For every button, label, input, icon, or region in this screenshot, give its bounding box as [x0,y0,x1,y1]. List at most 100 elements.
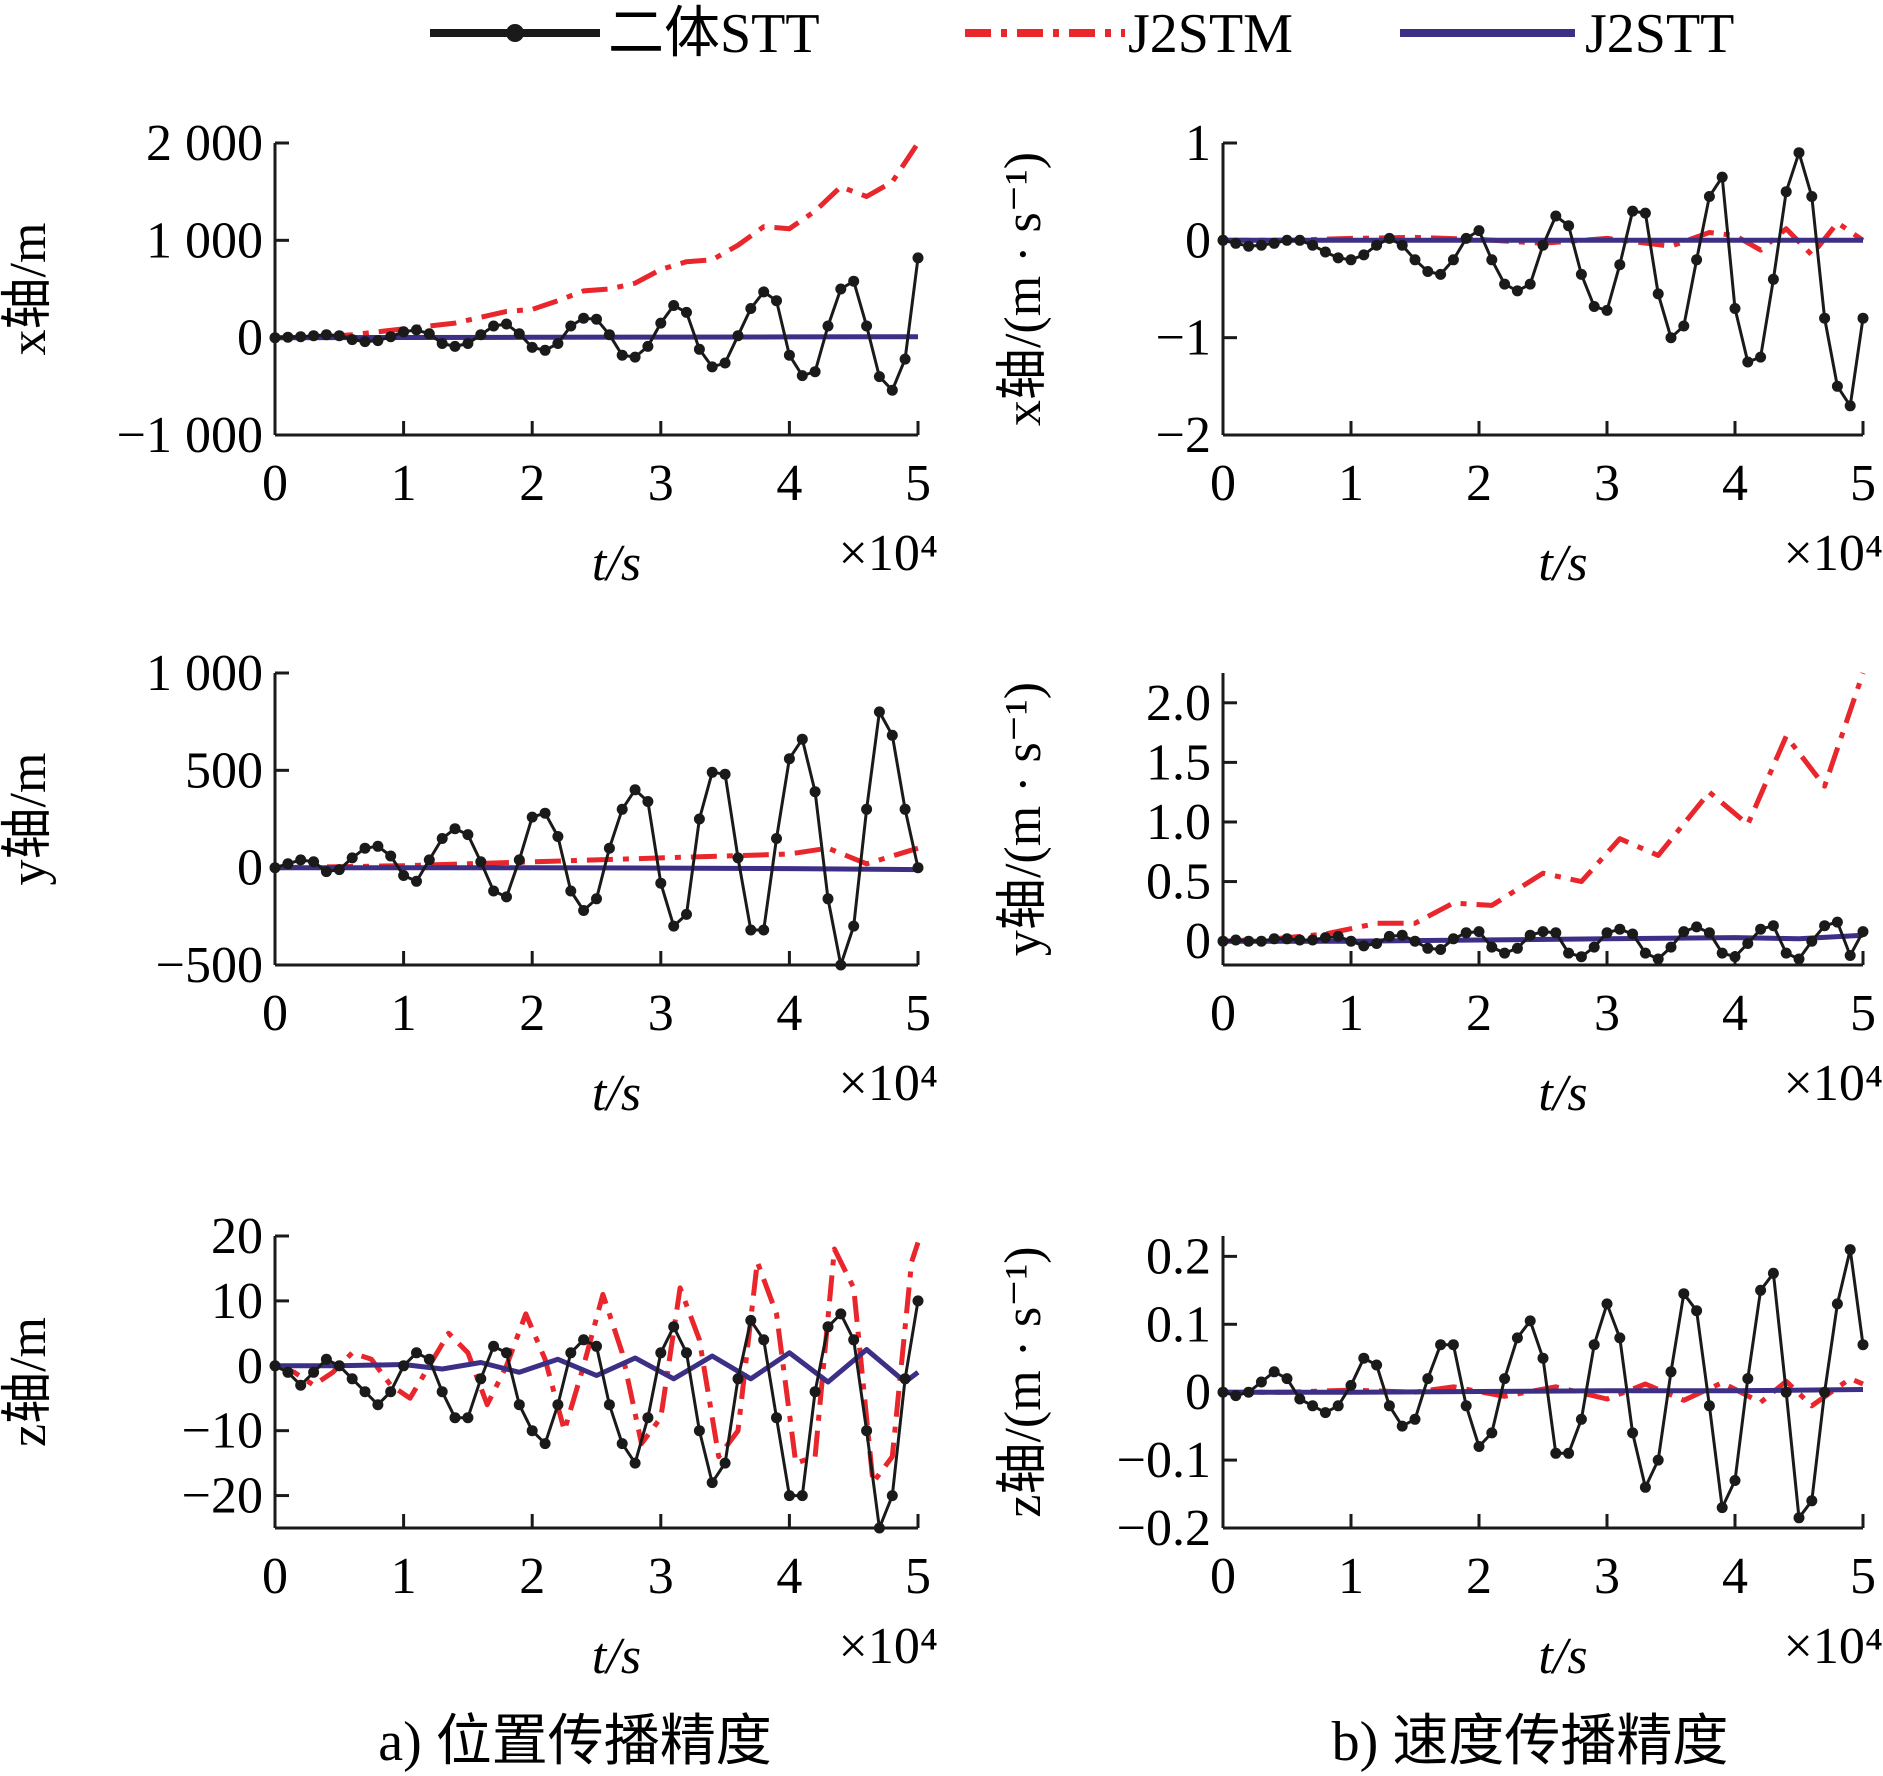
data-point [1780,947,1792,959]
data-point [1217,1386,1229,1398]
data-point [1447,254,1459,266]
data-point [822,1321,834,1333]
x-tick-label: 5 [905,1548,931,1605]
data-point [1691,1305,1703,1317]
data-point [513,328,525,340]
data-point [1806,1495,1818,1507]
series-0 [1217,1244,1869,1524]
data-point [1831,1298,1843,1310]
data-point [539,344,551,356]
chart-panel: 0 1 2 3 4 5 −2 −1 0 1 t/s ×10⁴ x轴/(m · s⁻¹) [995,115,1883,592]
data-point [899,353,911,365]
x-tick-label: 3 [648,985,674,1042]
data-point [1294,234,1306,246]
x-axis-label: t/s [592,1065,641,1122]
data-point [1819,1386,1831,1398]
data-point [1537,926,1549,938]
x-tick-label: 0 [1210,1548,1236,1605]
data-point [269,332,281,344]
data-point [1345,935,1357,947]
x-axis-label: t/s [1538,1065,1587,1122]
data-point [783,349,795,361]
data-point [1780,186,1792,198]
data-point [1499,1373,1511,1385]
x-tick-label: 1 [391,1548,417,1605]
data-point [359,1386,371,1398]
data-point [603,329,615,341]
data-point [398,1360,410,1372]
data-point [1511,1332,1523,1344]
data-point [861,1425,873,1437]
data-point [1806,935,1818,947]
series-line [1222,151,1865,408]
data-point [1358,249,1370,261]
data-point [501,1347,512,1359]
x-axis-label: t/s [1538,1628,1587,1685]
data-point [488,320,500,332]
data-point [1319,246,1331,258]
data-point [488,1340,500,1352]
data-point [822,320,834,332]
data-point [282,331,294,343]
data-point [385,850,397,862]
data-point [333,1360,345,1372]
data-point [848,920,860,932]
data-point [1627,205,1639,217]
data-point [1844,950,1856,961]
data-point [1281,1373,1293,1385]
series-2 [274,334,919,341]
data-point [1742,356,1754,368]
data-point [603,1399,615,1411]
x-tick-label: 3 [1594,985,1620,1042]
data-point [282,858,294,870]
data-point [848,275,860,287]
y-tick-label: −0.2 [1117,1500,1211,1557]
data-point [642,1412,654,1424]
x-tick-label: 2 [519,455,545,512]
data-point [359,842,371,854]
data-point [1767,1267,1779,1279]
data-point [1678,320,1690,332]
data-point [1703,191,1715,202]
x-tick-label: 2 [1466,1548,1492,1605]
data-point [308,330,320,342]
data-point [848,1334,860,1346]
data-point [346,334,358,346]
data-point [616,349,628,361]
data-point [462,829,474,841]
chart-panel: 0 1 2 3 4 5 −20 −10 0 10 20 t/s ×10⁴ z轴/m [0,1208,938,1685]
x-tick-label: 5 [1850,1548,1876,1605]
data-point [899,803,911,815]
x-multiplier: ×10⁴ [1784,1618,1883,1675]
data-point [1396,1420,1408,1432]
data-point [320,866,332,878]
data-point [1294,934,1306,946]
x-tick-label: 2 [519,985,545,1042]
data-point [796,733,808,745]
legend-label: J2STT [1585,3,1734,65]
data-point [578,1334,590,1346]
data-point [411,324,422,336]
series-0 [1217,916,1869,965]
y-axis-label: z轴/m [0,1317,57,1447]
series-line [274,1241,921,1486]
y-axis-label: z轴/(m · s⁻¹) [995,1246,1052,1517]
series-2 [275,865,919,873]
data-point [423,1353,435,1365]
data-point [1460,232,1472,244]
data-point [886,1490,898,1502]
data-point [706,766,718,778]
data-point [372,840,384,852]
data-point [732,330,744,342]
data-point [269,862,281,874]
data-point [1230,237,1242,249]
data-point [912,862,924,874]
data-point [1716,171,1728,183]
data-point [1422,266,1434,277]
y-tick-label: 0.2 [1146,1228,1211,1285]
data-point [1831,380,1843,392]
data-point [668,920,680,932]
data-point [1217,234,1229,246]
y-tick-label: −10 [182,1403,263,1460]
data-point [436,338,448,349]
